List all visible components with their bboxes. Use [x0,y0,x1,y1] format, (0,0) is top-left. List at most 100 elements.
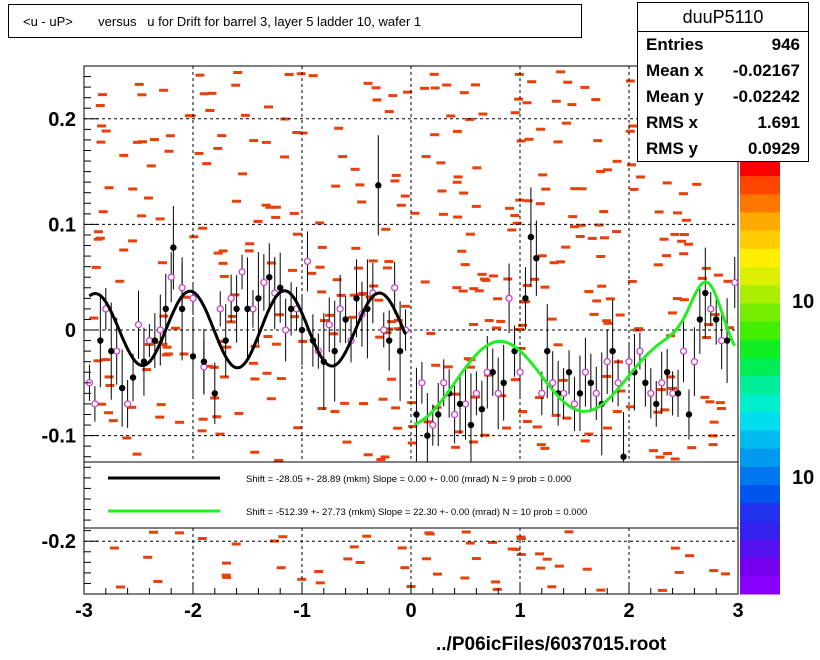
histogram-cell [213,251,223,255]
color-scale-segment [740,503,780,522]
histogram-cell [104,375,114,379]
open-marker [440,379,448,387]
histogram-cell [315,221,325,225]
footer-filename: ../P06icFiles/6037015.root [436,634,667,655]
histogram-cell [471,557,481,561]
histogram-cell [249,139,259,143]
histogram-cell [317,290,327,294]
y-tick-label: 0.1 [48,214,76,236]
histogram-cell [477,272,487,276]
histogram-cell [502,426,512,430]
histogram-cell [471,204,481,208]
histogram-cell [375,335,385,339]
histogram-cell [198,226,208,230]
histogram-cell [451,392,461,396]
histogram-cell [507,228,517,232]
histogram-cell [465,117,475,121]
histogram-cell [488,274,498,278]
histogram-cell [108,419,118,423]
histogram-cell [217,134,227,138]
color-scale-segment [740,521,780,540]
open-marker [592,389,600,398]
black-marker [211,390,218,397]
histogram-cell [287,268,297,272]
histogram-cell [407,401,417,405]
open-marker [570,400,579,408]
histogram-cell [701,266,711,270]
histogram-cell [132,452,142,456]
histogram-cell [537,254,547,258]
stats-value: -0.02167 [732,61,800,80]
histogram-cell [628,124,638,128]
open-marker [336,305,344,313]
histogram-cell [250,377,260,381]
black-marker [413,411,420,418]
histogram-cell [426,331,436,335]
black-markers [97,182,731,460]
histogram-cell [612,410,622,414]
histogram-cell [161,353,171,357]
histogram-cell [336,293,346,297]
histogram-cell [653,410,663,414]
black-marker [522,295,529,302]
histogram-cell [561,245,571,249]
histogram-cell [593,139,603,143]
histogram-cell [479,277,489,281]
black-marker [533,254,540,262]
histogram-cell [290,315,300,319]
histogram-cell [264,105,274,109]
histogram-cell [394,327,404,331]
histogram-cell [562,416,572,420]
histogram-cell [551,413,561,417]
black-marker [108,347,115,355]
histogram-cell [253,219,263,223]
x-tick-label: -3 [75,600,93,622]
histogram-cell [134,82,144,86]
histogram-cell [189,235,199,239]
histogram-cell [510,111,520,115]
black-marker [500,379,507,386]
histogram-cell [488,540,498,544]
histogram-cell [219,274,229,278]
y-tick-label: -0.1 [42,426,76,448]
histogram-cell [542,557,552,561]
histogram-cell [516,346,526,350]
histogram-cell [553,140,563,144]
histogram-cell [535,202,545,206]
black-marker [653,400,660,408]
legend-black-text: Shift = -28.05 +- 28.89 (mkm) Slope = 0.… [246,474,571,485]
stats-key: Mean y [646,87,704,106]
color-scale-segment [740,466,780,486]
histogram-cell [484,319,494,323]
histogram-cell [625,79,635,83]
histogram-cell [261,203,271,207]
black-marker [244,305,251,313]
histogram-cell [709,569,719,573]
histogram-cell [673,211,683,215]
color-scale-segment [740,412,780,431]
color-scale-segment [740,430,780,450]
open-marker [156,326,164,334]
histogram-cell [493,297,503,301]
histogram-cell [194,151,204,155]
open-marker [238,268,246,276]
histogram-cell [342,440,352,444]
stats-value: 946 [771,35,800,54]
histogram-cell [218,261,228,265]
histogram-cell [679,252,689,256]
histogram-cell [329,332,339,336]
histogram-cell [376,458,386,462]
histogram-cell [231,83,241,87]
black-marker [97,337,104,344]
histogram-cell [459,191,469,195]
histogram-cell [374,298,384,302]
histogram-cell [292,232,302,236]
open-marker [178,284,186,292]
black-marker [663,369,671,376]
histogram-cell [659,237,669,241]
histogram-cell [127,405,137,409]
histogram-cell [384,260,394,264]
black-marker [266,274,273,281]
histogram-cell [396,203,406,207]
open-marker [380,326,388,334]
